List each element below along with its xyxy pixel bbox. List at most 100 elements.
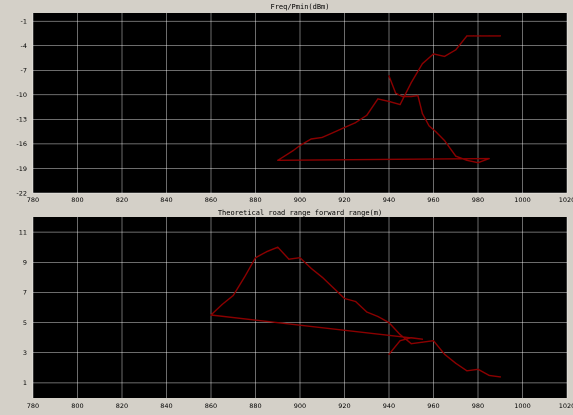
y-tick-label: 3 xyxy=(23,349,27,357)
x-tick-label: 960 xyxy=(427,196,439,204)
data-point xyxy=(472,35,475,37)
data-point xyxy=(377,98,379,100)
x-tick-label: 820 xyxy=(116,402,128,410)
data-point xyxy=(332,131,334,134)
data-point xyxy=(292,149,294,152)
x-tick-label: 860 xyxy=(205,196,217,204)
x-tick-label: 940 xyxy=(383,196,395,204)
y-tick-label: -10 xyxy=(16,91,27,99)
data-point xyxy=(444,55,446,57)
y-tick-label: 1 xyxy=(23,379,27,387)
x-tick-label: 920 xyxy=(338,402,350,410)
series-line-pmin xyxy=(277,35,501,164)
x-tick-label: 780 xyxy=(27,196,39,204)
data-point xyxy=(399,104,401,106)
data-point xyxy=(455,49,457,51)
x-tick-label: 840 xyxy=(160,196,172,204)
data-point xyxy=(210,314,212,316)
x-tick-label: 980 xyxy=(472,402,484,410)
x-tick-label: 1000 xyxy=(514,402,531,410)
y-tick-label: 5 xyxy=(23,319,27,327)
y-tick-label: -16 xyxy=(16,140,27,148)
x-tick-label: 1000 xyxy=(514,196,531,204)
x-tick-label: 960 xyxy=(427,402,439,410)
y-tick-label: -22 xyxy=(16,189,27,197)
data-point xyxy=(499,35,501,37)
x-tick-label: 800 xyxy=(71,402,83,410)
data-point xyxy=(388,353,390,355)
x-tick-label: 1020 xyxy=(559,402,573,410)
data-point xyxy=(277,246,279,248)
y-tick-label: -19 xyxy=(16,165,27,173)
chart-title: Freq/Pmin(dBm) xyxy=(270,3,329,11)
data-point xyxy=(343,126,346,129)
x-tick-label: 900 xyxy=(294,196,306,204)
data-point xyxy=(410,343,412,345)
data-point xyxy=(366,311,368,313)
data-point xyxy=(410,95,412,98)
data-point xyxy=(310,267,312,269)
chart-title: Theoretical road range forward range(m) xyxy=(218,209,382,217)
data-point xyxy=(288,258,290,260)
data-point xyxy=(466,370,468,372)
data-point xyxy=(388,100,390,102)
data-point xyxy=(310,138,312,140)
x-tick-label: 900 xyxy=(294,402,306,410)
x-tick-label: 860 xyxy=(205,402,217,410)
data-point xyxy=(410,337,412,339)
data-point xyxy=(421,113,423,115)
x-tick-label: 800 xyxy=(71,196,83,204)
y-tick-label: 7 xyxy=(23,289,27,297)
data-point xyxy=(444,353,446,355)
data-point xyxy=(435,131,437,133)
data-point xyxy=(421,341,423,343)
x-tick-label: 880 xyxy=(249,402,261,410)
data-point xyxy=(399,334,401,336)
data-point xyxy=(321,136,323,138)
data-point xyxy=(332,287,334,289)
x-tick-label: 1020 xyxy=(559,196,573,204)
chart-pmin-vs-frequency: Freq/Pmin(dBm) 780 800 820 840 860 880 900 920 94… xyxy=(16,3,573,204)
x-tick-label: 980 xyxy=(472,196,484,204)
data-point xyxy=(366,114,368,116)
chart-range-vs-frequency: Theoretical road range forward range(m) 7… xyxy=(19,209,573,410)
data-point xyxy=(432,340,435,342)
y-tick-label: 11 xyxy=(19,228,27,236)
data-point xyxy=(266,251,268,253)
y-tick-label: 9 xyxy=(23,259,27,267)
data-point xyxy=(299,144,301,147)
x-tick-label: 940 xyxy=(383,402,395,410)
data-point xyxy=(321,276,323,278)
data-point xyxy=(283,155,286,157)
data-point xyxy=(254,257,257,259)
data-point xyxy=(455,155,457,157)
x-tick-label: 820 xyxy=(116,196,128,204)
x-tick-label: 920 xyxy=(338,196,350,204)
data-point xyxy=(499,376,501,378)
data-point xyxy=(355,300,357,303)
data-point xyxy=(466,35,468,37)
y-tick-label: -1 xyxy=(21,17,27,25)
data-point xyxy=(388,75,390,77)
data-point xyxy=(488,35,490,37)
data-point xyxy=(444,140,446,142)
data-point xyxy=(466,159,468,161)
data-point xyxy=(488,374,490,376)
x-tick-label: 780 xyxy=(27,402,39,410)
data-point xyxy=(477,162,479,164)
data-point xyxy=(432,53,435,55)
data-point xyxy=(455,362,457,364)
x-tick-label: 840 xyxy=(160,402,172,410)
x-tick-label: 880 xyxy=(249,196,261,204)
data-point xyxy=(232,294,234,297)
data-point xyxy=(428,125,430,127)
data-point xyxy=(479,35,481,37)
y-tick-label: -7 xyxy=(21,67,27,75)
data-point xyxy=(377,315,379,318)
data-point xyxy=(417,95,419,97)
data-point xyxy=(355,122,357,124)
data-point xyxy=(421,63,423,65)
data-point xyxy=(243,276,245,278)
data-point xyxy=(399,340,401,342)
